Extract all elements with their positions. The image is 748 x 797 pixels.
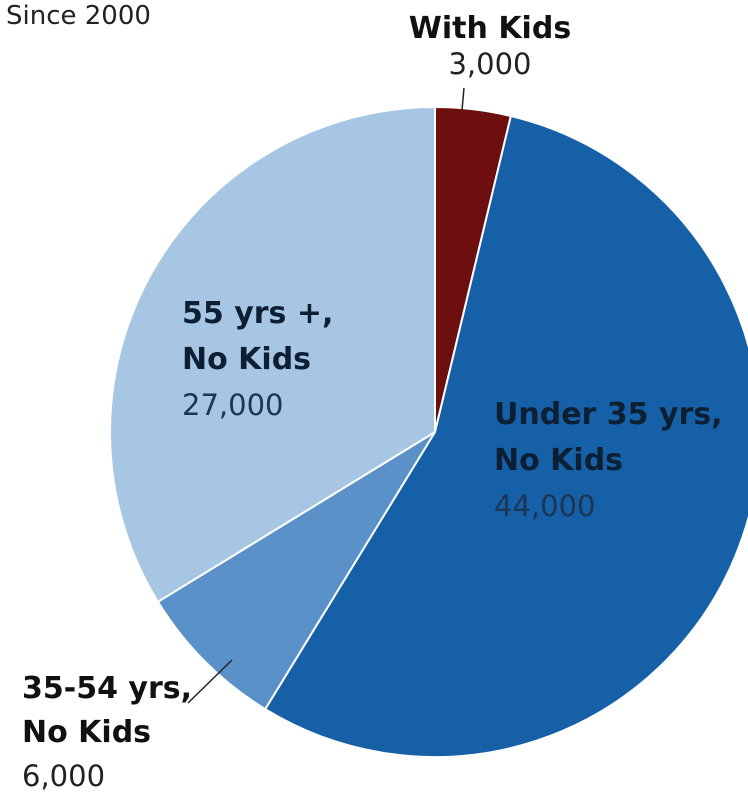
- slice-label-name: No Kids: [182, 342, 311, 377]
- chart-subtitle: Since 2000: [6, 1, 151, 31]
- leader-line: [461, 87, 465, 111]
- leader-lines: [187, 87, 465, 704]
- pie-slice: [156, 431, 436, 711]
- slice-label-name: Under 35 yrs,: [494, 397, 723, 432]
- slice-label-name: With Kids: [409, 11, 571, 46]
- slice-label-value: 27,000: [182, 388, 283, 422]
- slice-label-value: 44,000: [494, 489, 595, 523]
- slice-label-name: No Kids: [494, 443, 623, 478]
- slice-label-value: 6,000: [22, 759, 105, 793]
- slice-label-name: No Kids: [22, 715, 151, 750]
- slice-label-value: 3,000: [448, 47, 531, 81]
- pie-slice: [109, 105, 436, 604]
- pie-slice: [263, 114, 748, 758]
- pie-slices: [109, 105, 748, 758]
- slice-label-name: 55 yrs +,: [182, 296, 333, 331]
- leader-line: [187, 659, 233, 704]
- slice-label-name: 35-54 yrs,: [22, 671, 192, 706]
